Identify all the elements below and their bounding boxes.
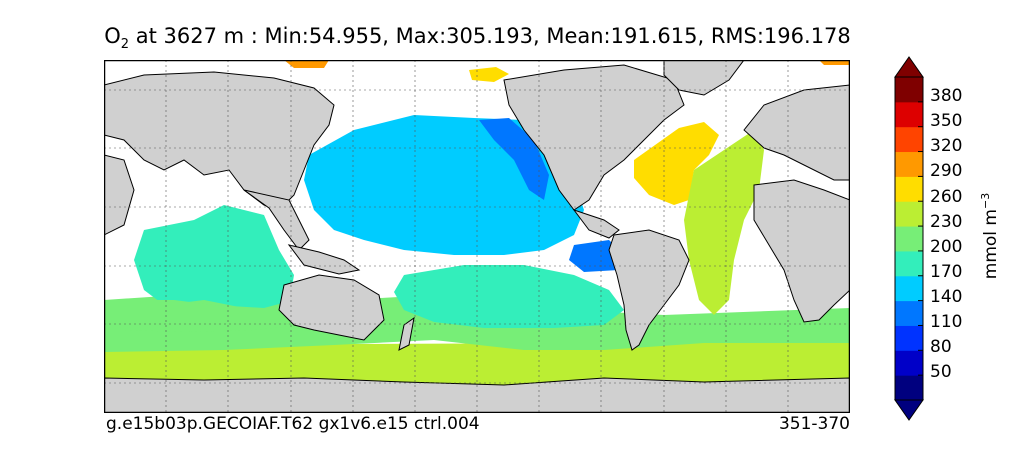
cbar-tick-290: 290 bbox=[930, 161, 963, 181]
land-masses bbox=[104, 60, 850, 413]
colorbar-segment bbox=[895, 275, 923, 302]
cbar-tick-230: 230 bbox=[930, 212, 963, 232]
colorbar-segment bbox=[895, 350, 923, 376]
cbar-tick-140: 140 bbox=[930, 287, 963, 307]
title-subscript: 2 bbox=[120, 37, 130, 53]
footer-year-range: 351-370 bbox=[778, 414, 850, 434]
colorbar-extend-min bbox=[894, 399, 924, 421]
colorbar-segment bbox=[895, 325, 923, 351]
cbar-tick-320: 320 bbox=[930, 136, 963, 156]
colorbar-segment bbox=[895, 101, 923, 128]
cbar-tick-380: 380 bbox=[930, 86, 963, 106]
map-title: O2 at 3627 m : Min:54.955, Max:305.193, … bbox=[0, 24, 955, 52]
colorbar-segment bbox=[895, 250, 923, 277]
colorbar-segment bbox=[895, 126, 923, 153]
colorbar-frame bbox=[894, 76, 924, 401]
africa bbox=[753, 179, 850, 323]
new-zealand bbox=[398, 316, 415, 351]
gridlines bbox=[104, 60, 850, 413]
map-frame bbox=[104, 60, 850, 413]
colorbar-segment bbox=[895, 77, 923, 103]
cbar-tick-110: 110 bbox=[930, 312, 963, 332]
colorbar-extend-max bbox=[894, 56, 924, 78]
africa-west-edge bbox=[104, 154, 135, 236]
indian-ocean-field bbox=[134, 205, 294, 310]
colorbar-segment bbox=[895, 151, 923, 177]
atlantic-lime-field bbox=[684, 130, 764, 315]
colorbar-segment bbox=[895, 300, 923, 326]
maritime-islands bbox=[287, 244, 361, 275]
cbar-tick-50: 50 bbox=[930, 362, 952, 382]
colorbar bbox=[894, 56, 924, 421]
pacific-aqua-field bbox=[394, 265, 624, 328]
north-america bbox=[503, 64, 685, 211]
cbar-tick-200: 200 bbox=[930, 237, 963, 257]
colorbar-segment bbox=[895, 226, 923, 252]
southern-ocean-field bbox=[104, 342, 850, 385]
colorbar-units: mmol m−3 bbox=[979, 193, 1001, 279]
central-america bbox=[572, 209, 620, 239]
units-label: mmol m bbox=[980, 209, 1001, 280]
south-america bbox=[608, 229, 690, 351]
eurasia-east bbox=[743, 84, 850, 181]
arctic-orange bbox=[284, 60, 329, 68]
cbar-tick-170: 170 bbox=[930, 262, 963, 282]
southeast-asia bbox=[243, 189, 310, 251]
cbar-tick-350: 350 bbox=[930, 111, 963, 131]
title-text: at 3627 m : Min:54.955, Max:305.193, Mea… bbox=[129, 24, 851, 48]
footer-case-name: g.e15b03p.GECOIAF.T62 gx1v6.e15 ctrl.004 bbox=[106, 414, 480, 434]
colorbar-segment bbox=[895, 375, 923, 401]
colorbar-segment bbox=[895, 201, 923, 227]
title-variable: O bbox=[104, 24, 121, 48]
colorbar-segment bbox=[895, 176, 923, 202]
cbar-tick-260: 260 bbox=[930, 187, 963, 207]
ocean-o2-map bbox=[104, 60, 850, 413]
north-atlantic-yellow bbox=[634, 122, 719, 205]
arctic-yellow bbox=[469, 67, 509, 82]
units-exponent: −3 bbox=[979, 192, 993, 209]
cbar-tick-80: 80 bbox=[930, 337, 952, 357]
